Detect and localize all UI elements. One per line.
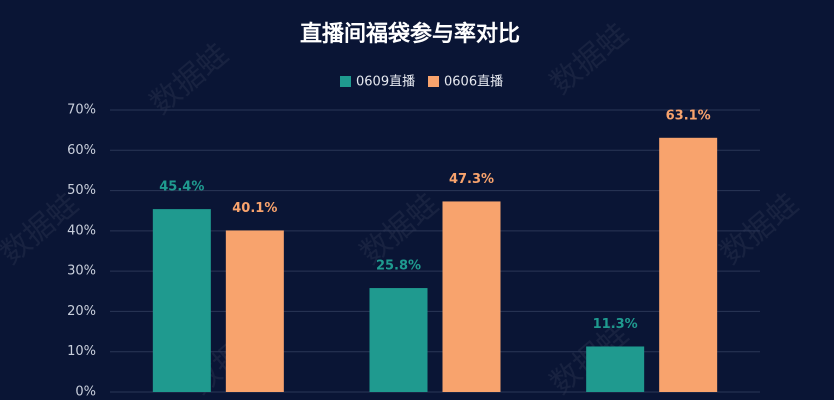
bar: [659, 137, 718, 392]
legend-label: 0606直播: [444, 75, 503, 90]
y-tick-label: 20%: [67, 304, 96, 319]
y-tick-label: 50%: [67, 183, 96, 198]
data-label: 11.3%: [593, 317, 638, 332]
bar: [586, 346, 645, 392]
chart-title: 直播间福袋参与率对比: [300, 21, 520, 47]
y-tick-label: 40%: [67, 223, 96, 238]
data-label: 40.1%: [232, 201, 277, 216]
y-tick-label: 10%: [67, 344, 96, 359]
bar: [369, 288, 428, 392]
y-tick-label: 30%: [67, 264, 96, 279]
legend-swatch: [340, 76, 351, 87]
legend-label: 0609直播: [356, 75, 415, 90]
data-label: 47.3%: [449, 172, 494, 187]
y-tick-label: 0%: [75, 385, 96, 400]
bar: [442, 201, 501, 392]
y-tick-label: 70%: [67, 103, 96, 118]
bar: [225, 230, 284, 392]
data-label: 25.8%: [376, 259, 421, 274]
data-label: 45.4%: [159, 180, 204, 195]
y-tick-label: 60%: [67, 143, 96, 158]
bar: [152, 209, 211, 392]
legend-swatch: [428, 76, 439, 87]
data-label: 63.1%: [666, 108, 711, 123]
